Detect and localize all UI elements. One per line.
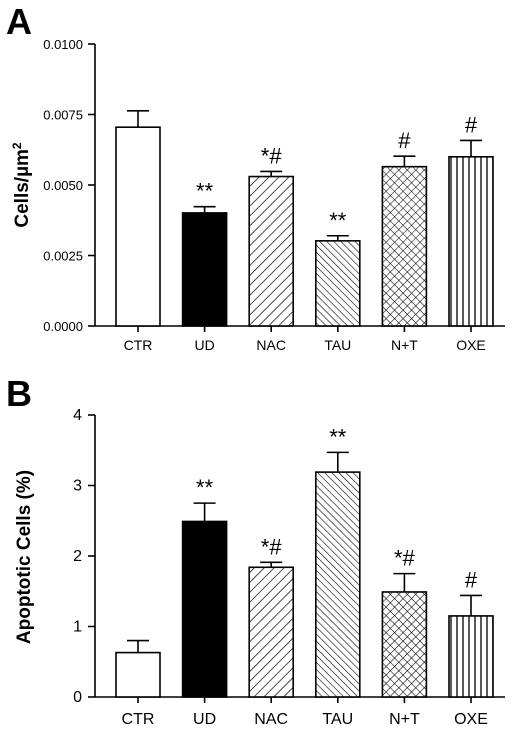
y-tick-label-a: 0.0025 (43, 249, 83, 264)
category-label-b: CTR (122, 711, 155, 728)
y-tick-label-a: 0.0075 (43, 108, 83, 123)
category-label-b: OXE (454, 711, 488, 728)
y-axis-label-b: Apoptotic Cells (%) (14, 470, 35, 644)
bar-tau-b (314, 471, 361, 698)
y-tick-label-a: 0.0100 (43, 37, 83, 52)
panel-letter-a: A (6, 1, 32, 42)
bar-ud-a (181, 212, 228, 327)
significance-label-a: ** (329, 208, 347, 233)
bar-ctr-a (115, 126, 161, 327)
bar-nac-a (248, 175, 294, 327)
significance-label-b: # (465, 567, 478, 592)
significance-label-a: # (465, 112, 478, 137)
category-label-b: N+T (389, 711, 420, 728)
y-tick-label-a: 0.0000 (43, 319, 83, 334)
category-label-a: OXE (456, 337, 486, 353)
y-tick-label-b: 0 (73, 689, 82, 706)
y-tick-label-b: 2 (73, 548, 82, 565)
bar-nt-b (381, 591, 428, 698)
bar-oxe-b (448, 615, 494, 698)
y-tick-label-b: 4 (73, 407, 82, 424)
bar-nac-b (248, 566, 294, 698)
category-label-a: UD (194, 337, 214, 353)
bar-oxe-a (448, 156, 494, 327)
plot-panel-a: 0.0000 0.0025 0.0050 0.0075 0.0100 CTR ** UD *# N… (43, 37, 505, 353)
panel-letter-b: B (6, 373, 32, 414)
significance-label-a: ** (196, 179, 214, 204)
significance-label-b: ** (329, 424, 347, 449)
category-label-a: NAC (256, 337, 286, 353)
significance-label-b: *# (394, 546, 416, 571)
y-axis-label-a: Cells/µm2 (10, 142, 33, 228)
category-label-b: NAC (254, 711, 288, 728)
bar-ud-b (181, 520, 228, 698)
bar-nt-a (381, 165, 428, 327)
y-tick-label-b: 1 (73, 619, 82, 636)
bar-tau-a (314, 240, 361, 327)
significance-label-b: *# (261, 534, 283, 559)
category-label-a: CTR (124, 337, 153, 353)
y-tick-label-a: 0.0050 (43, 178, 83, 193)
category-label-b: UD (193, 711, 216, 728)
bar-ctr-b (115, 651, 161, 698)
significance-label-a: # (398, 128, 411, 153)
category-label-a: N+T (391, 337, 418, 353)
significance-label-a: *# (261, 143, 283, 168)
category-label-a: TAU (324, 337, 351, 353)
significance-label-b: ** (196, 475, 214, 500)
plot-panel-b: 0 1 2 3 4 CTR ** UD *# NAC ** TAU *# N+T # OXE (73, 407, 505, 728)
category-label-b: TAU (322, 711, 353, 728)
y-tick-label-b: 3 (73, 478, 82, 495)
